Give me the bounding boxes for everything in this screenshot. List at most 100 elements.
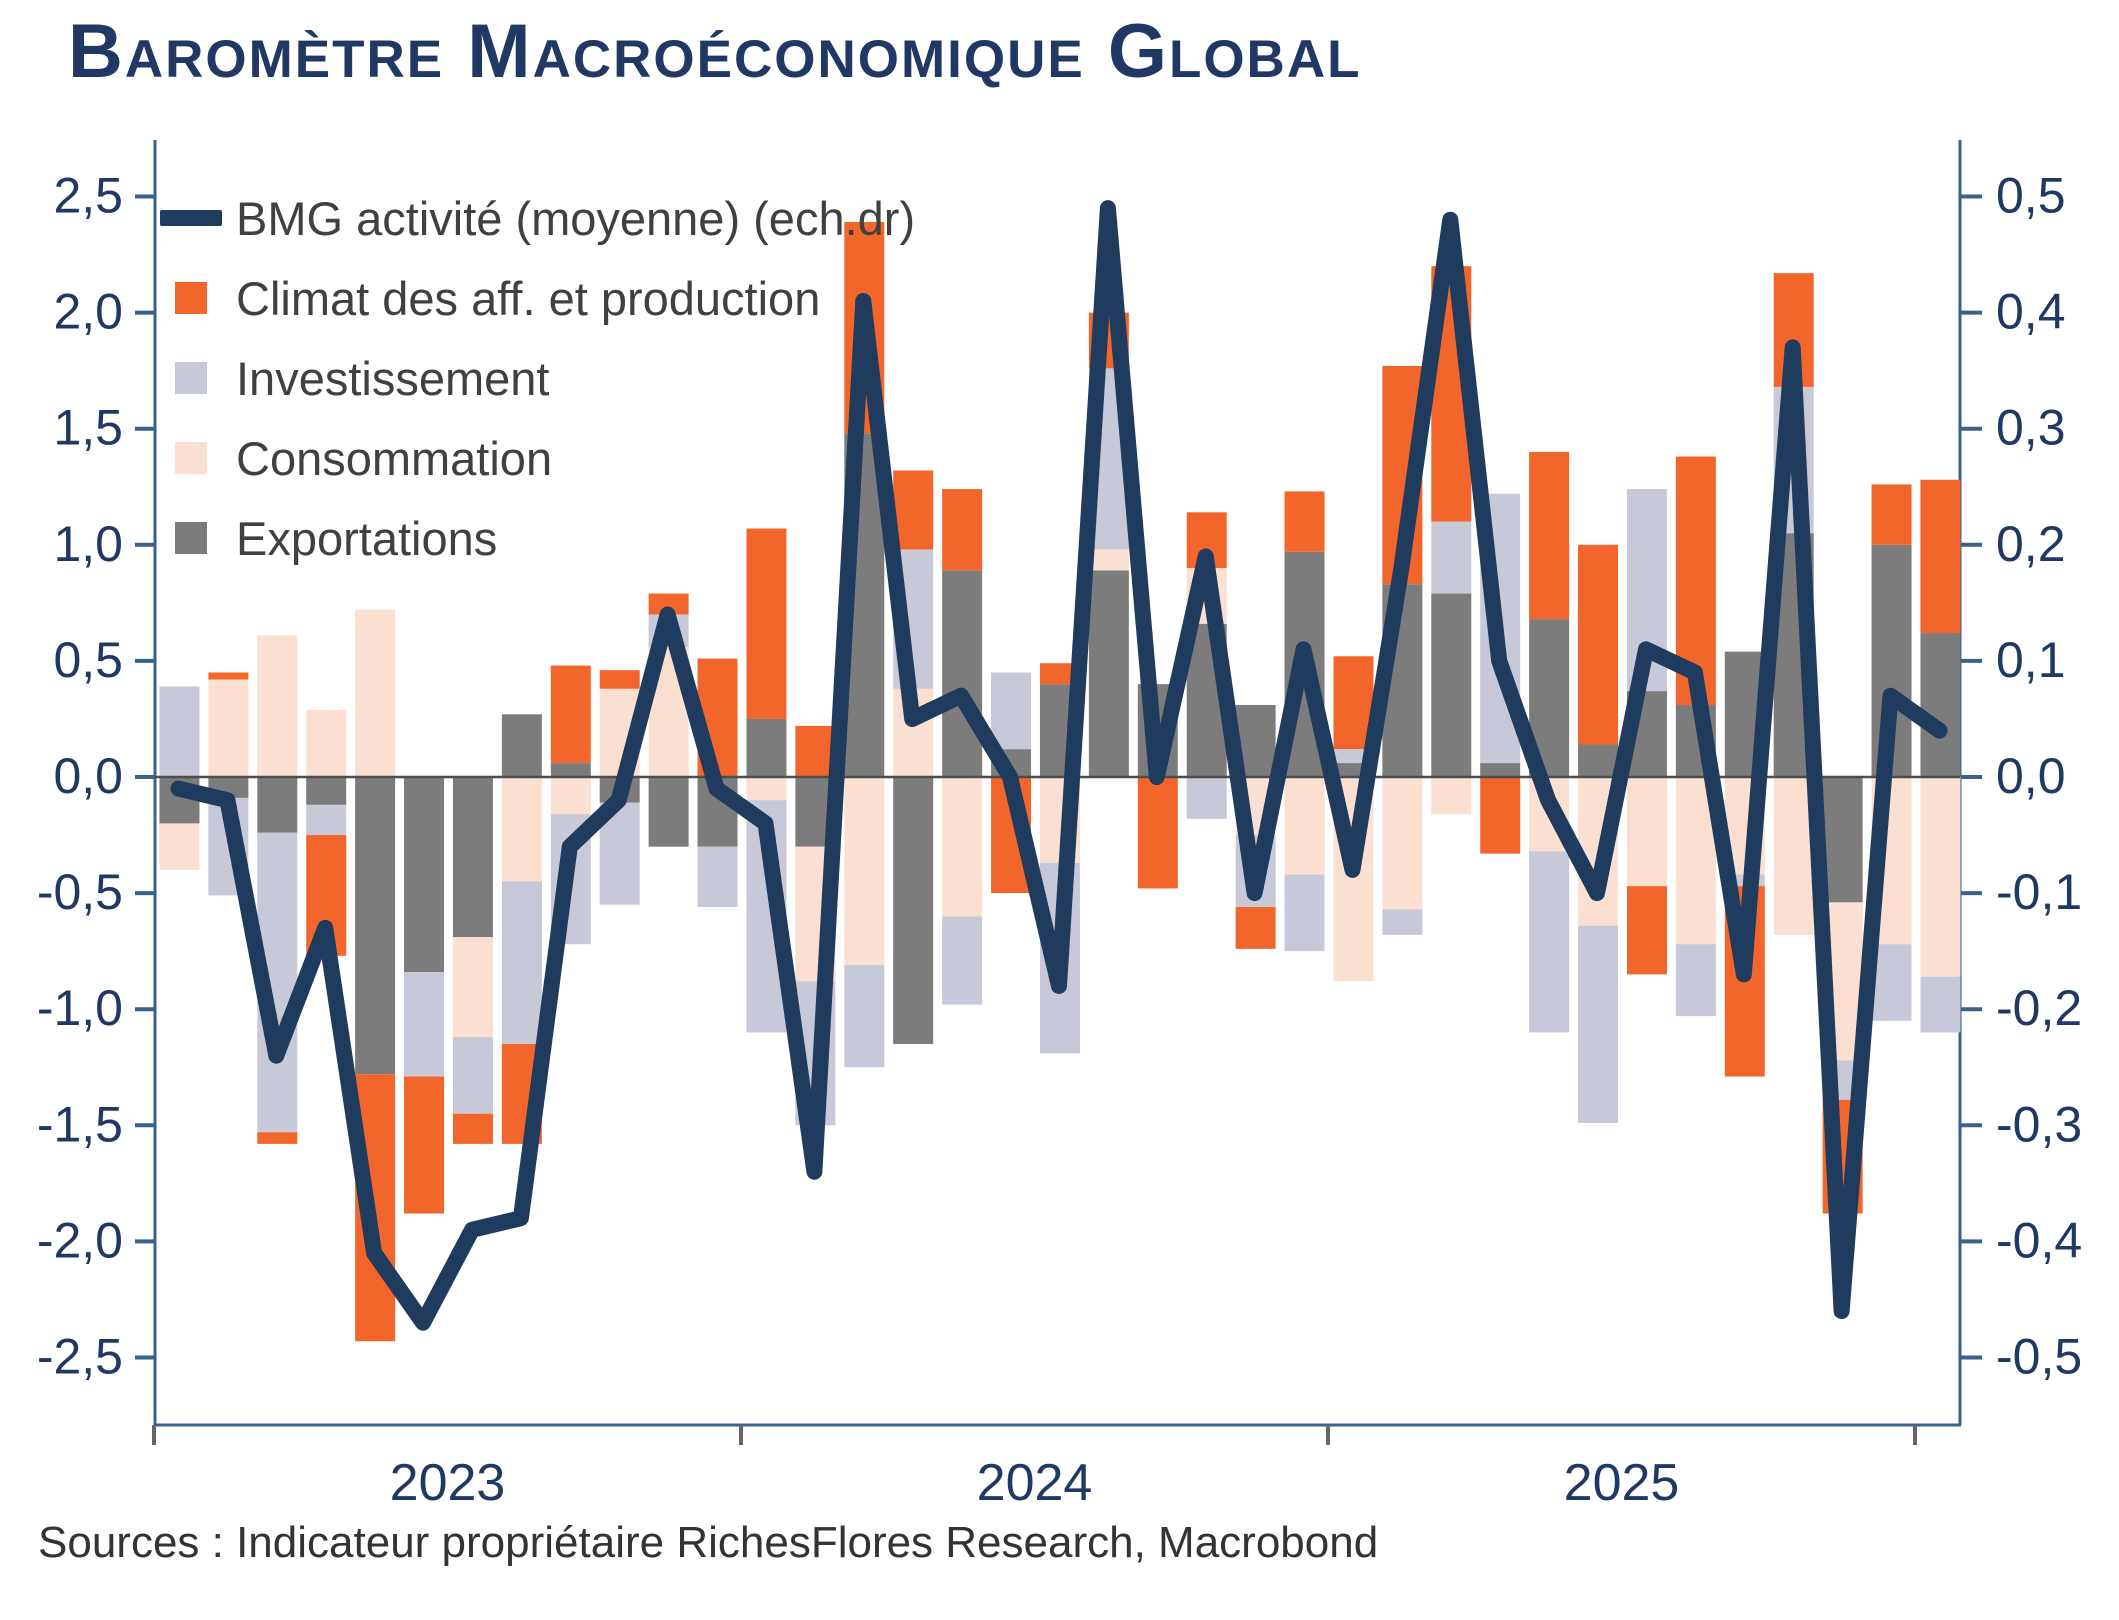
bar-segment [1773,777,1814,935]
bar-segment [1284,491,1325,552]
legend-label: BMG activité (moyenne) (ech.dr) [236,191,916,245]
bar-segment [1578,925,1619,1123]
bar-segment [599,670,640,689]
legend-label: Consommation [236,431,553,485]
bar-segment [991,672,1032,750]
x-axis-year-label: 2024 [977,1454,1093,1512]
bar-segment [404,777,445,973]
legend-item-lavender: Investissement [160,338,915,418]
bar-segment [550,665,591,764]
bar-segment [1578,544,1619,745]
left-axis-tick-label: -1,5 [37,1096,123,1152]
right-axis-tick-label: 0,3 [1996,400,2066,456]
left-axis-tick-label: -2,0 [37,1212,123,1268]
bar-segment [1920,777,1961,977]
bar-segment [159,823,200,870]
left-axis-tick-label: 1,0 [53,516,123,572]
bar-segment [306,777,347,805]
bar-segment [1529,451,1570,620]
bar-segment [697,846,738,908]
bar-segment [893,777,934,1045]
bar-segment [648,593,689,615]
bar-segment [452,937,493,1038]
bar-segment [355,609,396,777]
bar-segment [1480,763,1521,777]
bar-segment [208,672,249,680]
bar-segment [404,1076,445,1214]
bar-segment [1088,570,1129,777]
right-axis-tick-label: 0,4 [1996,284,2066,340]
bar-segment [844,965,885,1068]
bar-segment [1284,874,1325,952]
bar-segment [1626,777,1667,887]
bar-segment [746,528,787,719]
right-axis-tick-label: -0,1 [1996,864,2082,920]
bar-segment [1137,777,1178,889]
bar-segment [452,1037,493,1114]
chart-title: Baromètre Macroéconomique Global [68,9,1362,94]
bar-segment [795,725,836,777]
legend-item-orange: Climat des aff. et production [160,258,915,338]
line-swatch-icon [160,210,222,226]
bar-segment [452,1113,493,1144]
left-axis-tick-label: 0,0 [53,748,123,804]
bar-segment [1822,777,1863,903]
bar-segment [159,686,200,777]
bar-segment [844,777,885,966]
legend-item-peach: Consommation [160,418,915,498]
bar-segment [1871,484,1912,545]
square-swatch-icon [175,282,207,314]
bar-segment [501,714,542,777]
square-swatch-icon [175,522,207,554]
bar-segment [1284,777,1325,875]
bar-segment [1675,944,1716,1017]
bar-segment [550,777,591,815]
bar-segment [306,804,347,836]
bar-segment [1431,521,1472,594]
bar-segment [1431,777,1472,815]
bar-segment [257,777,298,833]
bar-segment [1088,549,1129,571]
bar-segment [355,777,396,1075]
right-axis-tick-label: 0,5 [1996,168,2066,224]
left-axis-tick-label: 2,0 [53,284,123,340]
legend-label: Climat des aff. et production [236,271,821,325]
bar-segment [746,777,787,801]
bar-segment [1480,777,1521,854]
bar-segment [1431,593,1472,777]
bar-segment [942,777,983,917]
legend-label: Investissement [236,351,550,405]
right-axis-tick-label: -0,4 [1996,1212,2082,1268]
right-axis-tick-label: 0,0 [1996,748,2066,804]
bar-segment [404,972,445,1077]
bar-segment [452,777,493,938]
bar-segment [1920,633,1961,777]
x-axis-year-label: 2025 [1564,1454,1680,1512]
bar-segment [942,570,983,777]
bar-segment [501,881,542,1045]
legend-item-gray: Exportations [160,498,915,578]
bar-segment [501,777,542,882]
bar-segment [1871,944,1912,1021]
bar-segment [1920,976,1961,1033]
bar-segment [1626,886,1667,975]
bar-segment [1235,907,1276,949]
bar-segment [893,470,934,550]
bar-segment [306,709,347,777]
chart-legend: BMG activité (moyenne) (ech.dr) Climat de… [160,178,915,578]
bmg-line [170,200,1948,1331]
bar-segment [1529,851,1570,1033]
bar-segment [1186,777,1227,819]
right-axis-tick-label: -0,5 [1996,1329,2082,1385]
x-axis-year-label: 2023 [390,1454,506,1512]
right-axis-tick-label: 0,1 [1996,632,2066,688]
left-axis-tick-label: 2,5 [53,168,123,224]
legend-item-bmg: BMG activité (moyenne) (ech.dr) [160,178,915,258]
left-axis-tick-label: 1,5 [53,400,123,456]
left-axis-tick-label: -1,0 [37,980,123,1036]
left-axis-tick-label: -2,5 [37,1329,123,1385]
bar-segment [550,763,591,777]
source-note: Sources : Indicateur propriétaire Riches… [38,1518,1379,1567]
